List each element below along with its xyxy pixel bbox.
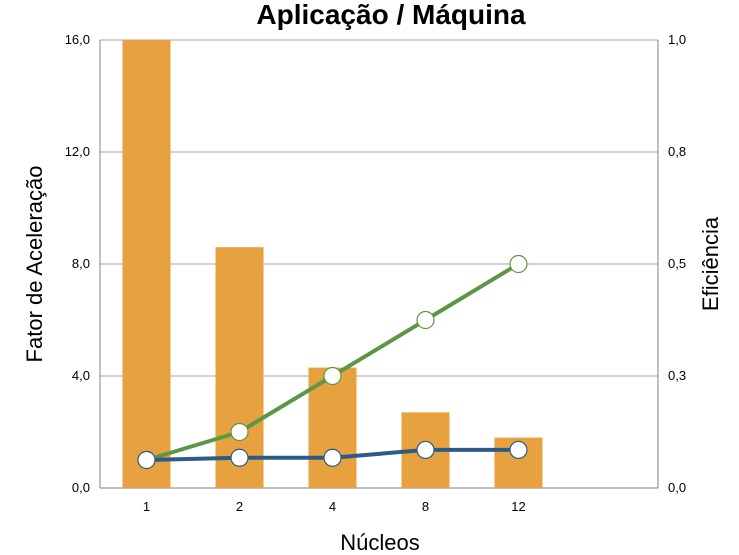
data-point	[509, 254, 528, 274]
data-point	[323, 448, 342, 467]
x-tick-label: 4	[329, 499, 336, 514]
data-point	[416, 310, 435, 330]
data-point	[509, 440, 528, 460]
y-tick-label-right: 1,0	[668, 32, 686, 47]
plot-frame	[99, 40, 659, 489]
left-axis-ticks: 0,0 4,0 8,0 12,0 16,0	[65, 32, 90, 495]
data-point	[323, 366, 342, 386]
x-tick-label: 8	[422, 499, 429, 514]
y-tick-label-left: 8,0	[72, 256, 90, 271]
y-tick-label-right: 0,5	[668, 256, 686, 271]
x-tick-label: 1	[143, 499, 150, 514]
x-tick-label: 12	[511, 499, 525, 514]
x-tick-label: 2	[236, 499, 243, 514]
y-axis-title-left: Fator de Aceleração	[22, 166, 47, 363]
bar	[122, 40, 171, 488]
line-series	[137, 254, 528, 470]
chart-title: Aplicação / Máquina	[256, 0, 526, 30]
data-point	[230, 422, 249, 442]
bar	[215, 247, 264, 488]
gridlines	[100, 39, 658, 489]
y-tick-label-right: 0,3	[668, 368, 686, 383]
x-axis-ticks: 1 2 4 8 12	[143, 499, 526, 514]
line-series-2	[137, 440, 528, 470]
y-tick-label-left: 16,0	[65, 32, 90, 47]
y-tick-label-right: 0,0	[668, 480, 686, 495]
y-tick-label-left: 4,0	[72, 368, 90, 383]
y-tick-label-right: 0,8	[668, 144, 686, 159]
y-tick-label-left: 12,0	[65, 144, 90, 159]
data-point	[137, 450, 156, 470]
y-tick-label-left: 0,0	[72, 480, 90, 495]
right-axis-ticks: 0,0 0,3 0,5 0,8 1,0	[668, 32, 686, 495]
x-axis-title: Núcleos	[340, 530, 419, 555]
data-point	[230, 448, 249, 467]
y-axis-title-right: Eficiência	[698, 216, 723, 311]
data-point	[416, 440, 435, 460]
